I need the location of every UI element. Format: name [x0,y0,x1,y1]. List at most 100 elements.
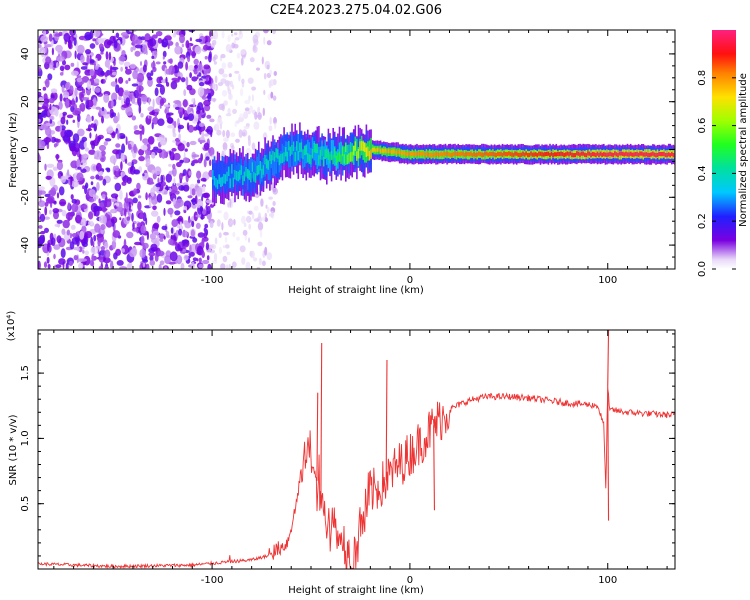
heatmap-noise-blob [126,177,132,184]
heatmap-noise-blob [221,62,227,70]
heatmap-noise-blob [129,63,136,69]
heatmap-noise-blob [130,165,134,172]
heatmap-ridge-cell [530,151,532,156]
heatmap-noise-blob [50,237,56,247]
heatmap-noise-blob [175,183,181,187]
heatmap-noise-blob [91,140,96,150]
heatmap-noise-blob [121,50,126,57]
heatmap-noise-blob [196,109,201,115]
heatmap-noise-blob [173,120,177,129]
heatmap-noise-blob [201,250,205,259]
heatmap-noise-blob [232,231,236,238]
heatmap-ridge-cell [547,151,550,156]
heatmap-noise-blob [233,32,238,36]
heatmap-ridge-cell [224,174,227,184]
heatmap-ridge-cell [561,152,564,157]
heatmap-ridge-cell [512,152,515,158]
heatmap-noise-blob [56,219,63,224]
heatmap-noise-blob [140,144,148,151]
heatmap-ridge-cell [449,152,452,157]
heatmap-noise-blob [221,89,228,97]
heatmap-noise-blob [69,260,73,267]
heatmap-ridge-cell [291,135,293,155]
heatmap-noise-blob [141,125,145,135]
heatmap-noise-blob [56,192,60,199]
heatmap-noise-blob [133,188,138,196]
heatmap-noise-blob [198,63,203,72]
heatmap-noise-blob [118,55,126,62]
heatmap-noise-blob [140,36,146,41]
heatmap-noise-blob [51,47,55,56]
heatmap-noise-blob [94,208,100,217]
heatmap-ridge-cell [341,146,344,157]
heatmap-noise-blob [266,40,272,46]
heatmap-noise-blob [75,96,78,103]
heatmap-ridge-cell [633,152,635,157]
heatmap-noise-blob [59,65,65,72]
heatmap-noise-blob [100,246,105,251]
heatmap-noise-blob [120,161,123,171]
heatmap-ridge-cell [660,152,662,157]
heatmap-ridge-cell [474,152,477,158]
heatmap-noise-blob [104,138,112,142]
heatmap-ridge-cell [584,152,586,157]
heatmap-noise-blob [253,257,258,262]
heatmap-noise-blob [38,118,41,123]
heatmap-noise-blob [62,111,67,116]
heatmap-noise-blob [201,239,205,248]
heatmap-noise-blob [119,189,123,200]
heatmap-noise-blob [230,132,236,138]
heatmap-noise-blob [263,89,266,96]
heatmap-ridge-cell [484,151,486,156]
snr-y-label: SNR (10 * v/v) [8,414,19,485]
heatmap-noise-blob [218,246,222,255]
heatmap-noise-blob [153,222,160,230]
heatmap-noise-blob [120,32,129,37]
heatmap-noise-blob [235,99,238,107]
heatmap-noise-blob [161,225,168,231]
heatmap-noise-blob [142,44,148,55]
heatmap-noise-blob [137,195,142,199]
heatmap-noise-blob [100,224,106,231]
heatmap-noise-blob [79,104,83,111]
heatmap-ridge-cell [311,149,314,159]
heatmap-ridge-cell [280,153,282,164]
heatmap-noise-blob [146,263,150,269]
heatmap-ridge-cell [237,171,239,182]
heatmap-ridge-cell [322,146,325,166]
heatmap-ridge-cell [338,151,341,162]
heatmap-noise-blob [226,251,231,255]
heatmap-ridge-cell [367,146,369,157]
heatmap-noise-blob [228,73,232,78]
heatmap-noise-blob [138,148,145,156]
heatmap-noise-blob [155,148,163,154]
heatmap-noise-blob [245,215,252,223]
heatmap-ridge-cell [259,164,262,184]
heatmap-noise-blob [217,210,223,214]
heatmap-noise-blob [190,229,195,237]
heatmap-noise-blob [162,56,165,60]
heatmap-noise-blob [182,109,185,114]
heatmap-noise-blob [228,263,232,269]
heatmap-ridge-cell [251,162,254,172]
heatmap-ridge-cell [625,151,627,156]
heatmap-ridge-cell [493,152,496,157]
heatmap-ridge-cell [538,151,540,156]
heatmap-noise-blob [48,97,55,104]
heatmap-noise-blob [139,212,144,219]
heatmap-ridge-cell [457,151,459,156]
heatmap-ridge-cell [365,147,368,157]
heatmap-noise-blob [63,32,71,42]
heatmap-noise-blob [125,97,131,106]
heatmap-noise-blob [101,115,104,124]
heatmap-noise-blob [114,182,122,192]
snr-panel: 0.5 1.0 1.5 -100 0 100 (x10⁴) SNR (10 * v/v)… [6,311,676,596]
heatmap-noise-blob [198,122,205,127]
heatmap-ridge-cell [546,151,548,156]
heatmap-noise-blob [208,53,212,63]
heatmap-noise-blob [80,217,87,227]
spectrogram-y-label: Frequency (Hz) [8,112,19,188]
heatmap-noise-blob [205,199,213,204]
heatmap-ridge-cell [604,152,607,157]
heatmap-ridge-cell [335,155,338,166]
